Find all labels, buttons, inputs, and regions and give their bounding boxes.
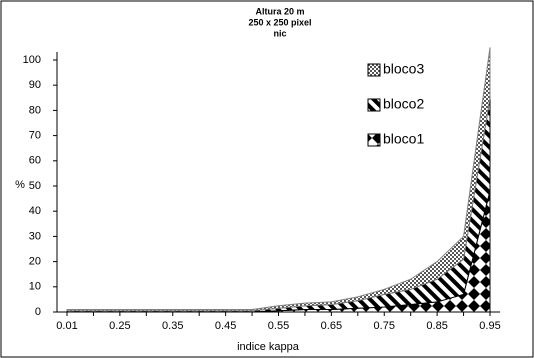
y-tick-label: 50 [29, 180, 41, 192]
x-tick-label: 0.65 [321, 320, 342, 332]
legend-swatch [367, 133, 381, 147]
x-tick-label: 0.35 [162, 320, 183, 332]
chart-title: nic [273, 28, 286, 38]
x-tick-label: 0.55 [268, 320, 289, 332]
y-tick-label: 100 [23, 54, 41, 66]
legend-swatch [367, 63, 381, 77]
y-tick-label: 80 [29, 104, 41, 116]
area [66, 47, 491, 312]
chart-title: 250 x 250 pixel [248, 17, 311, 27]
y-tick-label: 10 [29, 281, 41, 293]
chart-title: Altura 20 m [255, 6, 304, 16]
x-tick-label: 0.25 [109, 320, 130, 332]
x-tick-label: 0.75 [374, 320, 395, 332]
y-axis-label: % [15, 179, 25, 191]
y-tick-label: 30 [29, 230, 41, 242]
x-axis-label: indice kappa [237, 341, 300, 353]
y-tick-label: 40 [29, 205, 41, 217]
y-tick-label: 70 [29, 130, 41, 142]
legend-label: bloco2 [383, 96, 424, 112]
y-tick-label: 90 [29, 79, 41, 91]
legend-label: bloco3 [383, 61, 424, 77]
legend-label: bloco1 [383, 131, 424, 147]
y-tick-label: 20 [29, 256, 41, 268]
y-tick-label: 60 [29, 155, 41, 167]
x-tick-label: 0.85 [426, 320, 447, 332]
x-tick-label: 0.95 [479, 320, 500, 332]
legend-swatch [367, 98, 381, 112]
y-tick-label: 0 [35, 306, 41, 318]
x-tick-label: 0.01 [56, 320, 77, 332]
x-tick-label: 0.45 [215, 320, 236, 332]
